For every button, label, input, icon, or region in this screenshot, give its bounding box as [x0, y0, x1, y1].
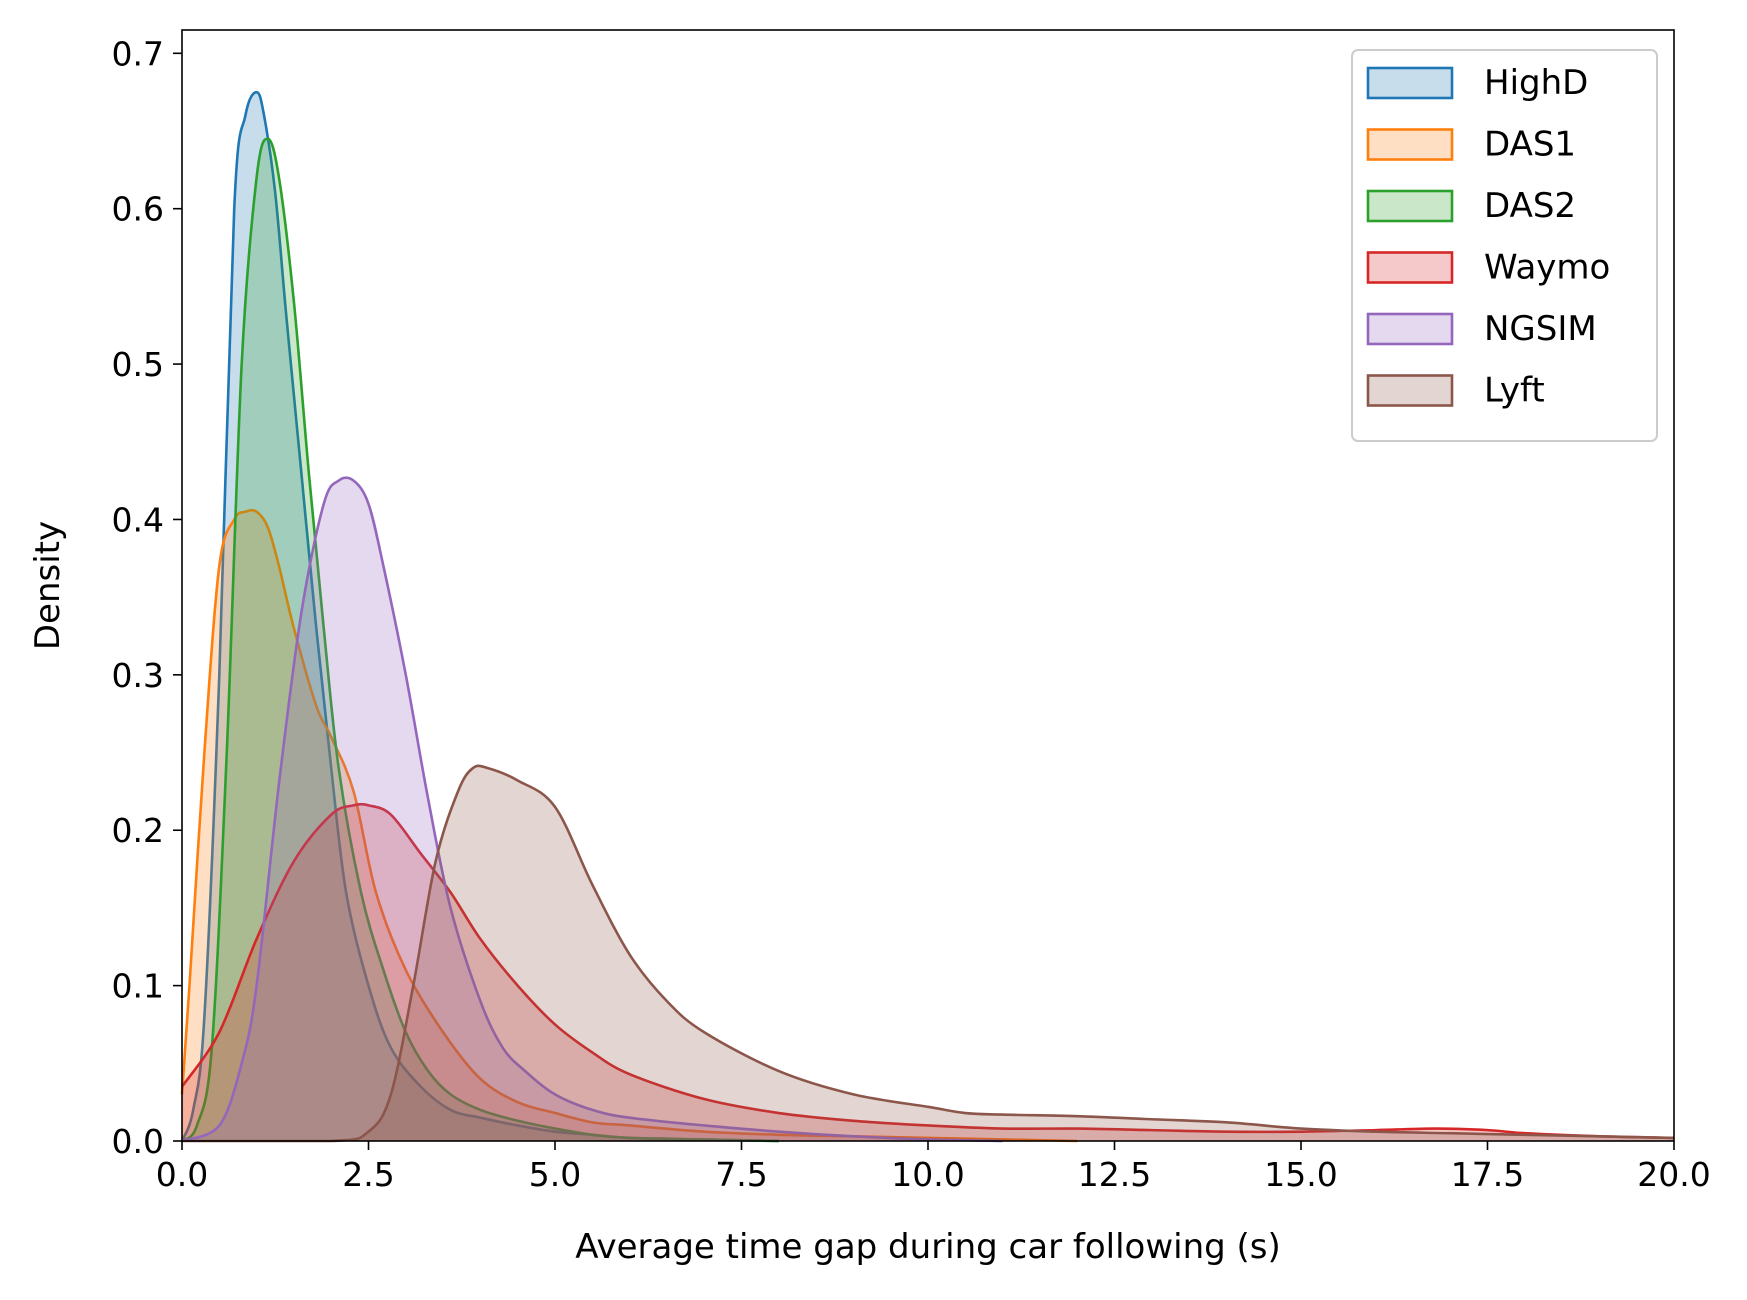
x-tick-label: 0.0 [156, 1155, 208, 1194]
x-axis-label: Average time gap during car following (s… [575, 1227, 1281, 1267]
x-axis-ticks: 0.0 2.5 5.0 7.5 10.0 12.5 15.0 17.5 20.0 [156, 1141, 1711, 1194]
legend-item-ngsim[interactable]: NGSIM [1366, 309, 1597, 349]
legend-swatch-bg [1368, 68, 1452, 98]
series-lyft-line [181, 764, 1675, 1143]
x-tick-label: 12.5 [1078, 1155, 1151, 1194]
legend-swatch-bg [1368, 129, 1452, 160]
x-tick-label: 5.0 [529, 1155, 581, 1194]
legend-label-waymo: Waymo [1484, 248, 1610, 288]
y-axis-label: Density [28, 521, 68, 650]
series-waymo [180, 802, 1675, 1141]
legend-swatch-bg [1368, 191, 1452, 221]
legend-swatch-ngsim [1366, 312, 1454, 346]
legend-swatch-lyft [1366, 374, 1454, 407]
y-tick-label: 0.2 [112, 811, 164, 850]
legend-label-das2: DAS2 [1484, 186, 1576, 226]
x-tick-label: 2.5 [342, 1155, 394, 1194]
legend-label-highd: HighD [1484, 63, 1588, 103]
series-das1-area [182, 510, 1078, 1142]
series-ngsim-area [182, 477, 1003, 1141]
series-highd-area [182, 92, 779, 1141]
legend[interactable]: HighD DAS1 DAS2 Waymo NGSIM Lyft [1351, 49, 1658, 442]
legend-label-das1: DAS1 [1484, 125, 1576, 165]
x-tick-label: 10.0 [891, 1155, 964, 1194]
series-das1-line [180, 508, 1078, 1143]
legend-swatch-bg [1368, 314, 1452, 344]
y-tick-label: 0.6 [112, 190, 164, 229]
series-waymo-line [180, 802, 1675, 1140]
y-tick-label: 0.5 [112, 345, 164, 384]
x-tick-label: 20.0 [1637, 1155, 1710, 1194]
series-waymo-area [182, 804, 1674, 1141]
x-tick-label: 15.0 [1264, 1155, 1337, 1194]
legend-swatch-highd [1366, 66, 1454, 100]
legend-swatch-das2 [1366, 189, 1454, 223]
legend-item-waymo[interactable]: Waymo [1366, 248, 1610, 288]
series-das2-line [181, 137, 779, 1143]
series-das2 [181, 137, 779, 1143]
y-tick-label: 0.0 [112, 1122, 164, 1161]
y-tick-label: 0.3 [112, 656, 164, 695]
legend-items: HighD DAS1 DAS2 Waymo NGSIM Lyft [1366, 63, 1610, 411]
y-tick-label: 0.4 [112, 500, 164, 539]
series-das1 [180, 508, 1078, 1143]
series-ngsim-line [181, 476, 1003, 1143]
legend-label-ngsim: NGSIM [1484, 309, 1597, 349]
series-layer [180, 90, 1675, 1143]
y-tick-label: 0.7 [112, 34, 164, 73]
legend-item-lyft[interactable]: Lyft [1366, 371, 1545, 411]
x-tick-label: 17.5 [1451, 1155, 1524, 1194]
legend-item-highd[interactable]: HighD [1366, 63, 1588, 103]
legend-swatch-waymo [1366, 251, 1454, 284]
legend-item-das2[interactable]: DAS2 [1366, 186, 1576, 226]
series-lyft-area [182, 765, 1674, 1141]
legend-swatch-bg [1368, 375, 1452, 406]
x-tick-label: 7.5 [715, 1155, 767, 1194]
y-axis-ticks: 0.0 0.1 0.2 0.3 0.4 0.5 0.6 0.7 [112, 34, 182, 1161]
legend-item-das1[interactable]: DAS1 [1366, 125, 1576, 165]
series-das2-area [182, 138, 779, 1141]
series-lyft [181, 764, 1675, 1143]
legend-swatch-bg [1368, 252, 1452, 283]
series-ngsim [181, 476, 1003, 1143]
legend-swatch-das1 [1366, 128, 1454, 161]
y-tick-label: 0.1 [112, 967, 164, 1006]
legend-label-lyft: Lyft [1484, 371, 1545, 411]
